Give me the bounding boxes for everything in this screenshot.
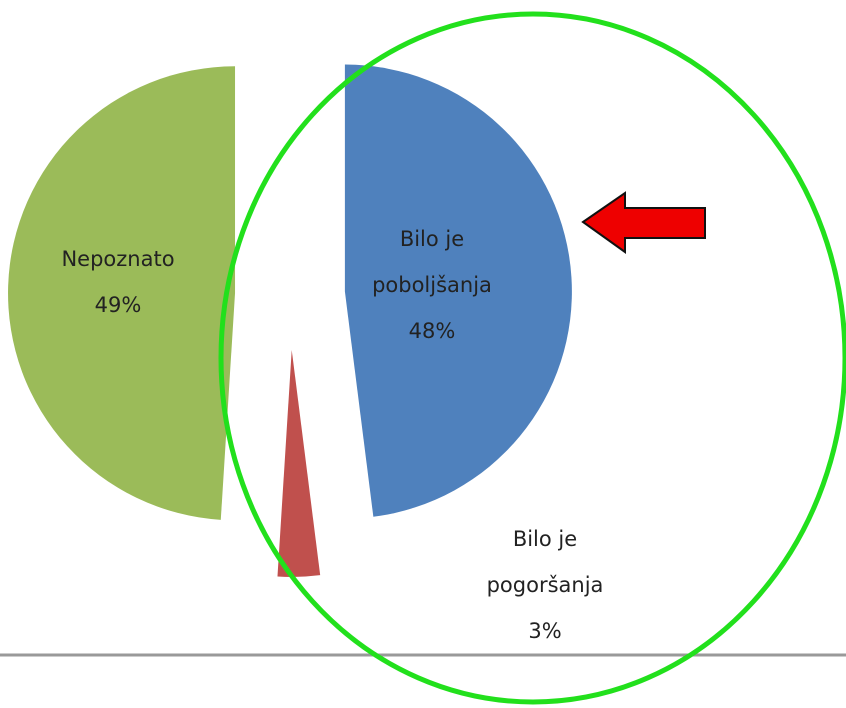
slice-value-label: 3% [528, 619, 561, 643]
highlight-circle [218, 11, 846, 705]
label-line: Bilo je [513, 527, 577, 551]
label-line: Bilo je [400, 227, 464, 251]
slice-value-label: 48% [409, 319, 456, 343]
slice-label: Bilo je pogoršanja [487, 527, 604, 597]
slice-label: Bilo je poboljšanja [372, 227, 492, 297]
slice-label: Nepoznato [61, 247, 174, 271]
pie [8, 64, 572, 577]
labels: Bilo je poboljšanja 48% Bilo je pogoršanja 3%… [61, 227, 603, 643]
slice-value-label: 49% [95, 293, 142, 317]
pie-slice [277, 349, 321, 577]
label-line: pogoršanja [487, 573, 604, 597]
pie-slice [8, 66, 236, 520]
arrow [581, 191, 706, 254]
pie-slice [344, 64, 572, 517]
label-line: poboljšanja [372, 273, 492, 297]
